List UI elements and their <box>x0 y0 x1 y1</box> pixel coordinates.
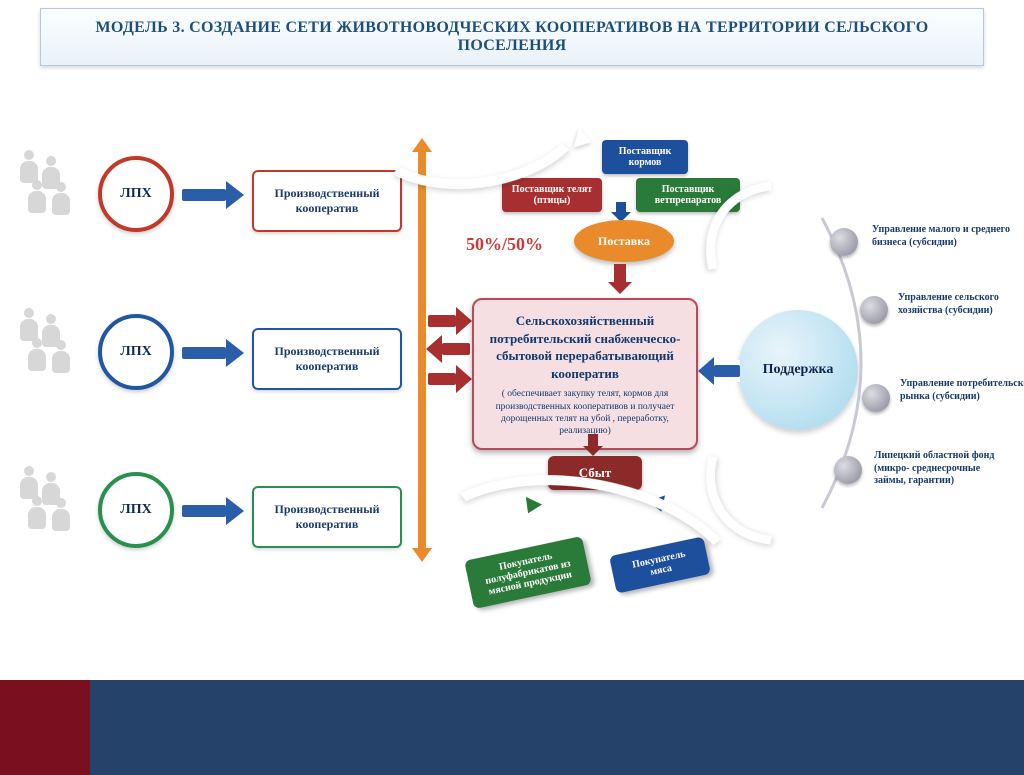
center-box: Сельскохозяйственный потребительский сна… <box>472 298 698 450</box>
diagram-canvas: ЛПХ Производственный кооператив ЛПХ Прои… <box>0 78 1024 775</box>
vertical-double-arrow <box>418 150 426 550</box>
arrow-icon <box>428 338 470 360</box>
supply-oval: Поставка <box>574 220 674 262</box>
percentage-label: 50%/50% <box>466 234 543 255</box>
arrow-icon <box>700 360 740 382</box>
footer-band <box>0 680 1024 775</box>
coop-box-1: Производственный кооператив <box>252 170 402 232</box>
people-icon <box>14 308 84 388</box>
coop-box-2: Производственный кооператив <box>252 328 402 390</box>
lph-node-3: ЛПХ <box>98 472 174 548</box>
support-item-1: Управление малого и среднего бизнеса (су… <box>872 224 1012 249</box>
support-item-2: Управление сельского хозяйства (субсидии… <box>898 292 1024 317</box>
arrow-icon <box>428 368 470 390</box>
center-title: Сельскохозяйственный потребительский сна… <box>488 312 682 382</box>
arrow-icon <box>182 184 242 206</box>
support-item-3: Управление потребительского рынка (субси… <box>900 378 1024 403</box>
supplier-calves: Поставщик телят (птицы) <box>502 178 602 212</box>
people-icon <box>14 150 84 230</box>
arrow-icon <box>182 500 242 522</box>
people-icon <box>14 466 84 546</box>
center-subtitle: ( обеспечивает закупку телят, кормов для… <box>488 388 682 437</box>
supplier-feed: Поставщик кормов <box>602 140 688 174</box>
lph-node-1: ЛПХ <box>98 156 174 232</box>
arrow-icon <box>428 310 470 332</box>
coop-box-3: Производственный кооператив <box>252 486 402 548</box>
lph-node-2: ЛПХ <box>98 314 174 390</box>
arrow-icon <box>182 342 242 364</box>
support-item-4: Липецкий областной фонд (микро- среднеср… <box>874 450 1014 488</box>
arrowhead-icon <box>574 128 595 151</box>
